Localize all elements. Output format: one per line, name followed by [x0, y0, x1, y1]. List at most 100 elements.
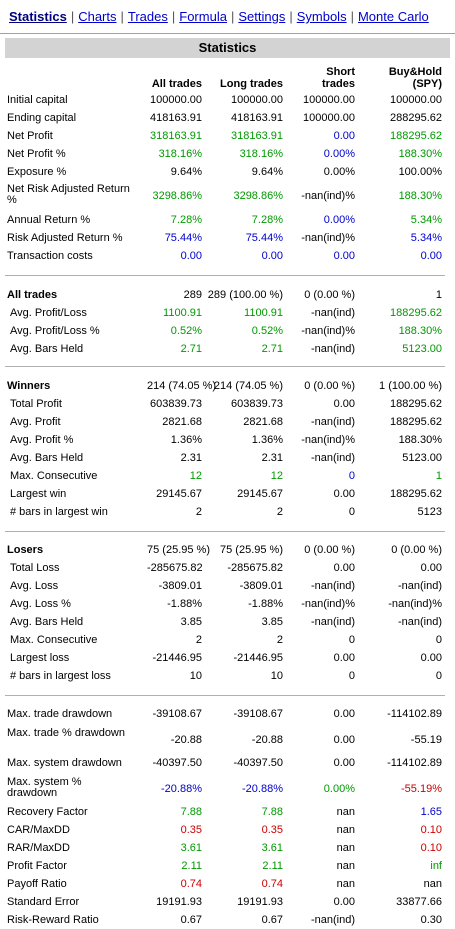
cell-buy-hold: 5.34%	[410, 232, 442, 244]
cell-all-trades: 19191.93	[156, 896, 202, 908]
report-tab-bar: Statistics | Charts | Trades | Formula | Setting…	[0, 0, 455, 34]
cell-buy-hold: 0.00	[420, 562, 442, 574]
cell-buy-hold: 0.30	[420, 914, 442, 926]
table-row: Avg. Bars Held 3.85 3.85 -nan(ind) -nan(ind)	[0, 613, 455, 631]
cell-long-trades: 603839.73	[231, 398, 283, 410]
cell-short-trades: 0.00	[333, 757, 355, 769]
table-row: Net Risk Adjusted Return % 3298.86% 3298.8…	[0, 183, 455, 206]
cell-short-trades: -nan(ind)%	[301, 598, 355, 610]
cell-long-trades: -1.88%	[248, 598, 283, 610]
cell-short-trades: 0.00	[333, 896, 355, 908]
cell-long-trades: 289 (100.00 %)	[207, 289, 283, 301]
cell-buy-hold: -114102.89	[387, 708, 442, 720]
cell-all-trades: 318.16%	[158, 148, 202, 160]
cell-short-trades: -nan(ind)%	[301, 325, 355, 337]
row-label: Max. trade % drawdown	[7, 727, 125, 739]
table-row: Winners 214 (74.05 %) 214 (74.05 %) 0 (0.00…	[0, 377, 455, 395]
cell-long-trades: 1.36%	[251, 434, 283, 446]
tab-formula[interactable]: Formula	[179, 9, 227, 24]
cell-long-trades: 318.16%	[239, 148, 283, 160]
row-label: Exposure %	[7, 166, 67, 178]
column-header-all-trades: All trades	[151, 78, 202, 90]
cell-all-trades: 289	[183, 289, 202, 301]
tab-monte-carlo[interactable]: Monte Carlo	[357, 9, 429, 24]
row-label: RAR/MaxDD	[7, 842, 70, 854]
table-row: Avg. Profit % 1.36% 1.36% -nan(ind)% 188.30%	[0, 431, 455, 449]
cell-all-trades: 1100.91	[163, 307, 202, 319]
cell-long-trades: -21446.95	[233, 652, 283, 664]
cell-all-trades: -20.88%	[161, 783, 202, 795]
cell-short-trades: 0.00%	[323, 166, 355, 178]
cell-buy-hold: 1.65	[420, 806, 442, 818]
cell-buy-hold: 100000.00	[390, 94, 442, 106]
table-row: # bars in largest loss 10 10 0 0	[0, 667, 455, 685]
cell-buy-hold: 5123.00	[402, 452, 442, 464]
cell-long-trades: -40397.50	[233, 757, 283, 769]
row-label: Risk-Reward Ratio	[7, 914, 99, 926]
table-row: Max. trade % drawdown -20.88 -20.88 0.00 -55…	[0, 727, 455, 749]
row-label: Payoff Ratio	[7, 878, 67, 890]
cell-all-trades: 3.61	[180, 842, 202, 854]
cell-long-trades: 10	[270, 670, 283, 682]
section-divider	[5, 695, 445, 696]
table-row: Net Profit % 318.16% 318.16% 0.00% 188.30%	[0, 145, 455, 163]
cell-buy-hold: -nan(ind)%	[388, 598, 442, 610]
tab-charts[interactable]: Charts	[78, 9, 117, 24]
cell-buy-hold: 188295.62	[390, 488, 442, 500]
row-label: Avg. Bars Held	[10, 343, 84, 355]
cell-long-trades: 318163.91	[231, 130, 283, 142]
cell-long-trades: 29145.67	[237, 488, 283, 500]
cell-long-trades: 0.52%	[251, 325, 283, 337]
cell-long-trades: 0.00	[261, 250, 283, 262]
table-row: Profit Factor 2.11 2.11 nan inf	[0, 857, 455, 875]
cell-buy-hold: -55.19	[410, 734, 442, 746]
cell-buy-hold: 188295.62	[390, 416, 442, 428]
row-label: Risk Adjusted Return %	[7, 232, 123, 244]
column-header-short-trades: Short trades	[321, 66, 355, 90]
table-row: Annual Return % 7.28% 7.28% 0.00% 5.34%	[0, 211, 455, 229]
row-label: Max. system % drawdown	[7, 776, 82, 799]
cell-short-trades: 0.00	[333, 130, 355, 142]
table-row: Total Loss -285675.82 -285675.82 0.00 0.00	[0, 559, 455, 577]
cell-long-trades: -285675.82	[227, 562, 283, 574]
table-row: Largest loss -21446.95 -21446.95 0.00 0.00	[0, 649, 455, 667]
row-label: Net Risk Adjusted Return %	[7, 183, 130, 206]
cell-buy-hold: 5123	[417, 506, 442, 518]
row-label: Avg. Bars Held	[10, 616, 84, 628]
cell-all-trades: 10	[189, 670, 202, 682]
tab-trades[interactable]: Trades	[127, 9, 168, 24]
table-row: Avg. Profit/Loss % 0.52% 0.52% -nan(ind)% 18…	[0, 322, 455, 340]
row-label: Avg. Profit %	[10, 434, 74, 446]
tab-settings[interactable]: Settings	[238, 9, 286, 24]
row-label: Total Profit	[10, 398, 62, 410]
row-label: Avg. Loss	[10, 580, 59, 592]
cell-long-trades: 9.64%	[251, 166, 283, 178]
cell-short-trades: -nan(ind)	[310, 343, 355, 355]
cell-long-trades: -39108.67	[233, 708, 283, 720]
cell-all-trades: 7.88	[180, 806, 202, 818]
cell-all-trades: 214 (74.05 %)	[147, 380, 217, 392]
table-row: # bars in largest win 2 2 0 5123	[0, 503, 455, 521]
cell-buy-hold: 188295.62	[390, 130, 442, 142]
table-row: Standard Error 19191.93 19191.93 0.00 33877.…	[0, 893, 455, 911]
row-label: Ending capital	[7, 112, 77, 124]
cell-all-trades: 3.85	[180, 616, 202, 628]
cell-long-trades: 7.28%	[251, 214, 283, 226]
row-label: Net Profit	[7, 130, 53, 142]
cell-all-trades: 418163.91	[150, 112, 202, 124]
cell-buy-hold: -55.19%	[401, 783, 442, 795]
cell-short-trades: -nan(ind)	[310, 452, 355, 464]
cell-short-trades: 0.00	[333, 708, 355, 720]
tab-statistics[interactable]: Statistics	[9, 9, 67, 24]
cell-long-trades: 2	[276, 634, 283, 646]
cell-all-trades: -1.88%	[167, 598, 202, 610]
table-row: Ending capital 418163.91 418163.91 100000.0…	[0, 109, 455, 127]
cell-short-trades: 0.00	[333, 488, 355, 500]
table-row: Avg. Profit 2821.68 2821.68 -nan(ind) 188295…	[0, 413, 455, 431]
cell-long-trades: 2	[276, 506, 283, 518]
cell-long-trades: 19191.93	[237, 896, 283, 908]
table-row: Net Profit 318163.91 318163.91 0.00 188295.6…	[0, 127, 455, 145]
row-label: Standard Error	[7, 896, 80, 908]
row-label: Max. Consecutive	[10, 470, 98, 482]
tab-symbols[interactable]: Symbols	[296, 9, 347, 24]
